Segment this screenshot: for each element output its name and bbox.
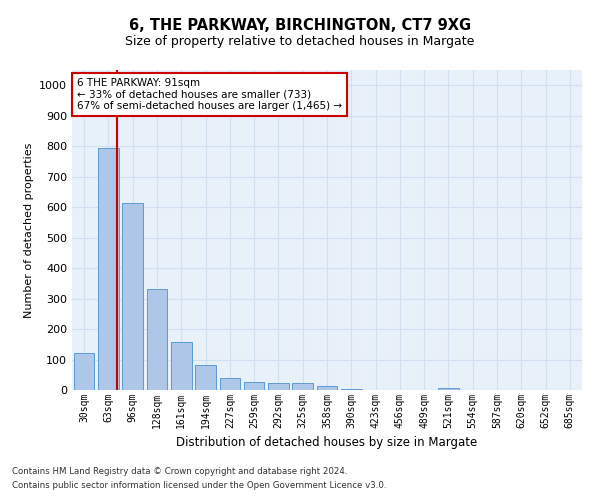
Bar bbox=[74, 354, 94, 390]
Bar bbox=[122, 202, 143, 390]
Bar bbox=[146, 290, 167, 390]
Text: Size of property relative to detached houses in Margate: Size of property relative to detached ho… bbox=[125, 35, 475, 48]
Text: 6 THE PARKWAY: 91sqm
← 33% of detached houses are smaller (733)
67% of semi-deta: 6 THE PARKWAY: 91sqm ← 33% of detached h… bbox=[77, 78, 342, 111]
Bar bbox=[317, 386, 337, 390]
Bar bbox=[292, 384, 313, 390]
Bar bbox=[268, 384, 289, 390]
Bar bbox=[438, 388, 459, 390]
Bar bbox=[244, 382, 265, 390]
Bar bbox=[195, 365, 216, 390]
Text: Contains HM Land Registry data © Crown copyright and database right 2024.: Contains HM Land Registry data © Crown c… bbox=[12, 467, 347, 476]
X-axis label: Distribution of detached houses by size in Margate: Distribution of detached houses by size … bbox=[176, 436, 478, 450]
Text: 6, THE PARKWAY, BIRCHINGTON, CT7 9XG: 6, THE PARKWAY, BIRCHINGTON, CT7 9XG bbox=[129, 18, 471, 32]
Bar bbox=[98, 148, 119, 390]
Bar bbox=[171, 342, 191, 390]
Text: Contains public sector information licensed under the Open Government Licence v3: Contains public sector information licen… bbox=[12, 481, 386, 490]
Bar bbox=[220, 378, 240, 390]
Y-axis label: Number of detached properties: Number of detached properties bbox=[23, 142, 34, 318]
Bar bbox=[341, 389, 362, 390]
